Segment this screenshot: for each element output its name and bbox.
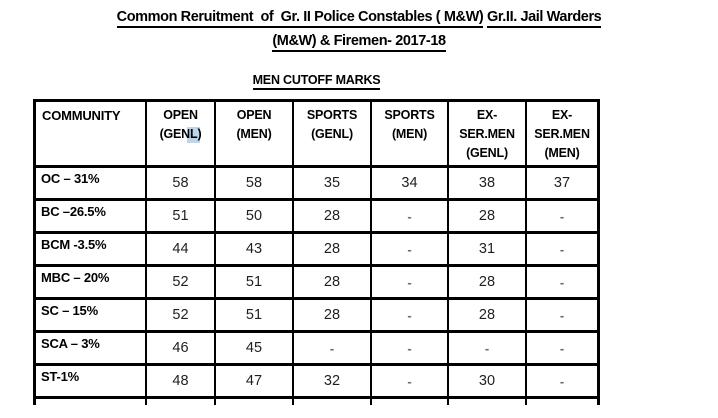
cell-value: 28 [449, 267, 525, 297]
cell-value: 30 [449, 366, 525, 396]
header-label: OPEN [236, 108, 272, 122]
cell-value: - [372, 267, 447, 297]
cell-value: - [372, 333, 447, 363]
cell-value: - [527, 234, 597, 264]
row-label-mbc: MBC – 20% [36, 267, 145, 297]
table-border-stub [292, 399, 294, 405]
header-label: (MEN) [544, 146, 580, 160]
header-cell-open-genl: OPEN (GENL) [147, 102, 214, 165]
cell-value: 51 [216, 267, 292, 297]
table-border-stub [597, 399, 600, 405]
cell-value: 58 [216, 168, 292, 198]
cell-value: 48 [147, 366, 214, 396]
cell-value: - [449, 333, 525, 363]
cell-value: 44 [147, 234, 214, 264]
table-border-stub [214, 399, 216, 405]
header-label: (MEN) [391, 127, 428, 141]
cell-value: 28 [449, 201, 525, 231]
cell-value: - [527, 300, 597, 330]
cell-value: - [294, 333, 370, 363]
table-border-stub [145, 399, 147, 405]
row-label-st: ST-1% [36, 366, 145, 396]
cell-value: 50 [216, 201, 292, 231]
table-border-stub [525, 399, 527, 405]
cell-value: 28 [294, 267, 370, 297]
header-label: COMMUNITY [42, 108, 121, 123]
header-cell-open-men: OPEN (MEN) [216, 102, 292, 165]
selection-highlight [187, 127, 200, 143]
cell-value: 51 [147, 201, 214, 231]
header-cell-sports-genl: SPORTS (GENL) [294, 102, 370, 165]
header-label: SPORTS [384, 108, 435, 122]
cell-value: 28 [449, 300, 525, 330]
section-heading: MEN CUTOFF MARKS [252, 73, 381, 90]
cell-value: - [372, 234, 447, 264]
cell-value: 52 [147, 300, 214, 330]
cell-value: 58 [147, 168, 214, 198]
cell-value: - [372, 366, 447, 396]
cell-value: - [372, 300, 447, 330]
title-line1-part1: Common Reruitment of Gr. II Police Const… [116, 9, 484, 28]
header-label: (GENL) [311, 127, 353, 141]
header-label: EX- [476, 108, 498, 122]
cell-value: 34 [372, 168, 447, 198]
header-label: SPORTS [306, 108, 358, 122]
cell-value: 28 [294, 201, 370, 231]
header-cell-exsermen-genl: EX- SER.MEN (GENL) [449, 102, 525, 165]
document-title: Common Reruitment of Gr. II Police Const… [0, 5, 718, 53]
header-label: SER.MEN [534, 127, 590, 141]
header-label: (GENL) [466, 146, 508, 160]
row-label-bc: BC –26.5% [36, 201, 145, 231]
cell-value: 28 [294, 300, 370, 330]
row-label-bcm: BCM -3.5% [36, 234, 145, 264]
title-line1-part2: Gr.II. Jail Warders [486, 9, 602, 28]
section-heading-wrap: MEN CUTOFF MARKS [33, 71, 600, 90]
cell-value: 47 [216, 366, 292, 396]
cell-value: - [527, 366, 597, 396]
table-border-stub [33, 399, 36, 405]
header-label: OPEN [163, 108, 198, 122]
table-border-stub [447, 399, 449, 405]
cell-value: 52 [147, 267, 214, 297]
cell-value: 43 [216, 234, 292, 264]
cell-value: 38 [449, 168, 525, 198]
cell-value: 37 [527, 168, 597, 198]
row-label-oc: OC – 31% [36, 168, 145, 198]
cell-value: 35 [294, 168, 370, 198]
table-border-stub [370, 399, 372, 405]
header-label: EX- [551, 108, 573, 122]
cell-value: 28 [294, 234, 370, 264]
cell-value: 45 [216, 333, 292, 363]
row-label-sc: SC – 15% [36, 300, 145, 330]
header-label: SER.MEN [459, 127, 515, 141]
cell-value: 32 [294, 366, 370, 396]
cell-value: 51 [216, 300, 292, 330]
header-cell-community: COMMUNITY [36, 102, 145, 165]
header-label: (MEN) [236, 127, 272, 141]
cell-value: - [372, 201, 447, 231]
header-cell-exsermen-men: EX- SER.MEN (MEN) [527, 102, 597, 165]
cell-value: - [527, 201, 597, 231]
cell-value: - [527, 333, 597, 363]
cutoff-table: COMMUNITY OPEN (GENL) OPEN (MEN) SPORTS … [33, 99, 600, 399]
cell-value: - [527, 267, 597, 297]
header-label: (GENL) [159, 127, 202, 141]
row-label-sca: SCA – 3% [36, 333, 145, 363]
cell-value: 46 [147, 333, 214, 363]
title-line2: (M&W) & Firemen- 2017-18 [272, 33, 446, 52]
header-cell-sports-men: SPORTS (MEN) [372, 102, 447, 165]
cell-value: 31 [449, 234, 525, 264]
